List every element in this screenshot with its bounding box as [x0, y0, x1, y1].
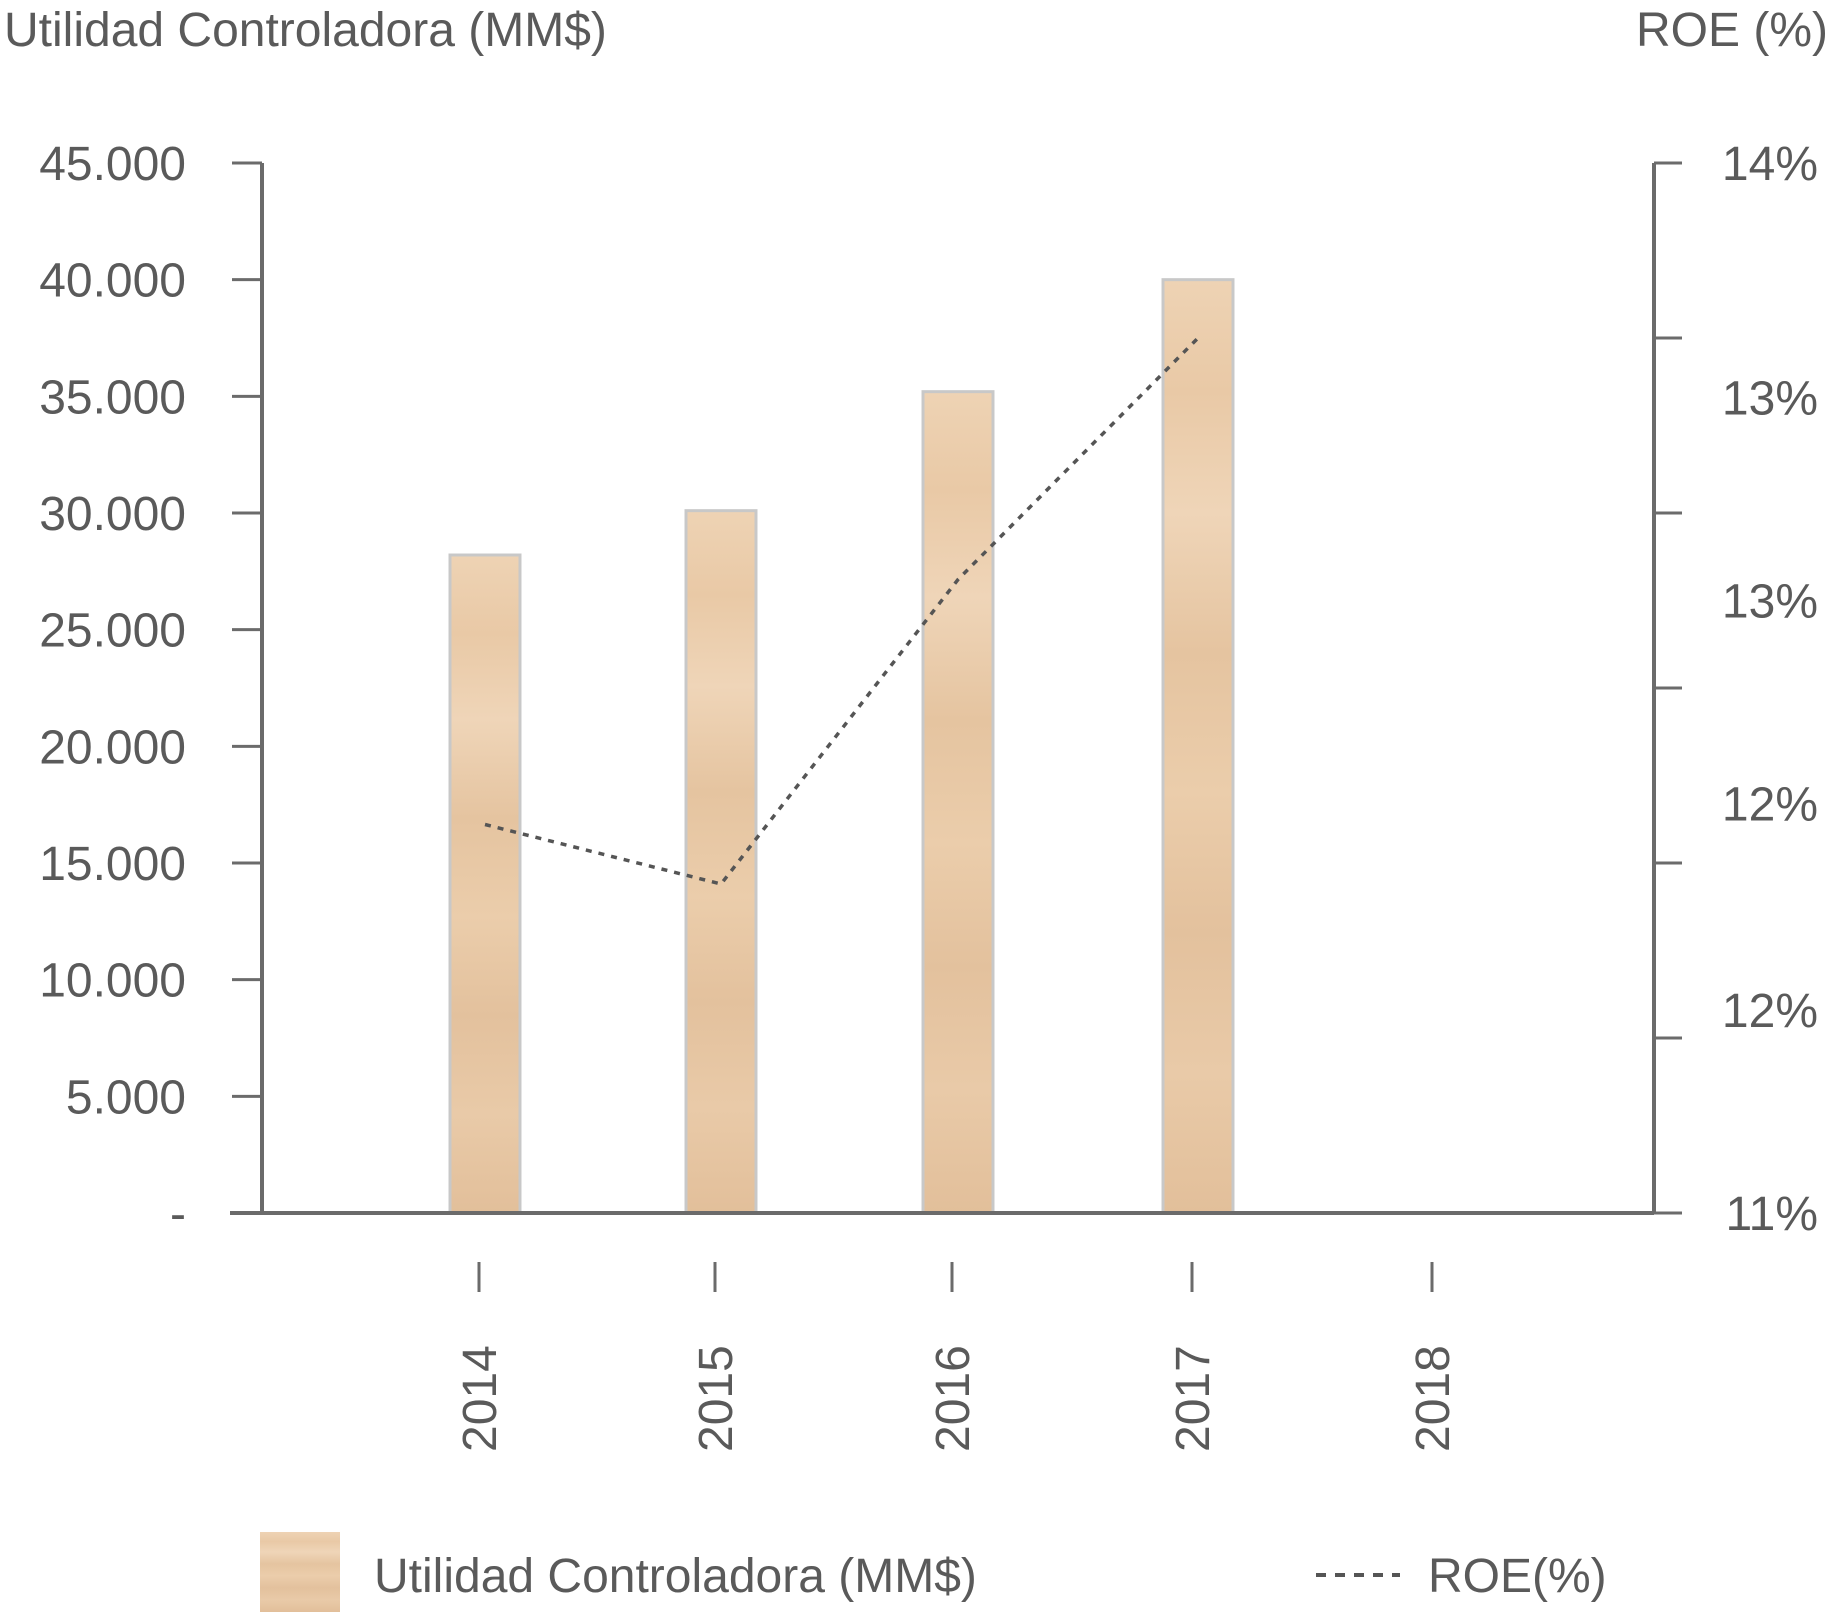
- left-tick-label: 15.000: [39, 838, 186, 891]
- right-tick-label: 12%: [1722, 985, 1818, 1038]
- right-tick-label: 13%: [1722, 373, 1818, 426]
- left-axis-title: Utilidad Controladora (MM$): [4, 4, 607, 57]
- roe-line-series: [484, 336, 1200, 886]
- bar-2016: [921, 390, 995, 1215]
- right-tick-label: 13%: [1722, 576, 1818, 629]
- right-tick-label: 11%: [1725, 1188, 1818, 1241]
- left-tick-label: 35.000: [39, 371, 186, 424]
- x-axis-ticks: 2014 2015 2016 2017 2018: [454, 1262, 1460, 1452]
- x-tick-label: 2017: [1167, 1345, 1220, 1452]
- legend-line-label: ROE(%): [1428, 1550, 1607, 1603]
- x-tick-label: 2014: [454, 1345, 507, 1452]
- x-tick-label: 2018: [1407, 1345, 1460, 1452]
- left-tick-label: 10.000: [39, 955, 186, 1008]
- bar-2015: [684, 509, 758, 1215]
- legend: Utilidad Controladora (MM$) ROE(%): [260, 1532, 1607, 1612]
- left-tick-label: 45.000: [39, 138, 186, 191]
- left-tick-label: 40.000: [39, 255, 186, 308]
- bar-series: [448, 278, 1235, 1215]
- right-tick-label: 14%: [1722, 138, 1818, 191]
- legend-bar-swatch: [260, 1532, 340, 1612]
- left-tick-label: -: [170, 1188, 186, 1241]
- roe-line: [484, 336, 1200, 886]
- x-tick-label: 2015: [690, 1345, 743, 1452]
- right-axis-ticks: 11% 12% 12% 13% 13% 14%: [1654, 138, 1818, 1241]
- left-tick-label: 30.000: [39, 488, 186, 541]
- x-tick-label: 2016: [927, 1345, 980, 1452]
- left-axis-ticks: - 5.000 10.000 15.000 20.000 25.000 30.000 35.0…: [39, 138, 262, 1241]
- right-tick-label: 12%: [1722, 779, 1818, 832]
- bar-2017: [1161, 278, 1235, 1215]
- left-tick-label: 20.000: [39, 721, 186, 774]
- bar-2014: [448, 553, 522, 1215]
- right-axis-title: ROE (%): [1636, 4, 1828, 57]
- left-tick-label: 5.000: [66, 1071, 186, 1124]
- left-tick-label: 25.000: [39, 605, 186, 658]
- legend-bar-label: Utilidad Controladora (MM$): [374, 1550, 977, 1603]
